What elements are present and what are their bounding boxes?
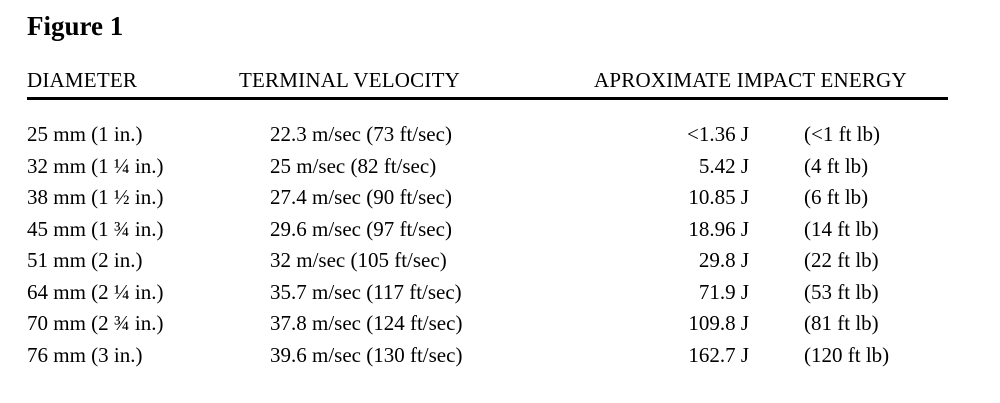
cell-terminal-velocity: 32 m/sec (105 ft/sec) <box>270 248 447 272</box>
header-diameter: DIAMETER <box>27 68 138 92</box>
cell-diameter: 76 mm (3 in.) <box>27 342 143 367</box>
cell-terminal-velocity: 39.6 m/sec (130 ft/sec) <box>270 342 463 367</box>
cell-energy-ftlb: (6 ft lb) <box>804 185 869 209</box>
cell-terminal-velocity: 22.3 m/sec (73 ft/sec) <box>270 122 452 146</box>
table-row: 38 mm (1 ½ in.) 27.4 m/sec (90 ft/sec) 1… <box>0 184 1000 216</box>
table-row: 45 mm (1 ¾ in.) 29.6 m/sec (97 ft/sec) 1… <box>0 216 1000 248</box>
header-terminal-velocity: TERMINAL VELOCITY <box>239 68 460 92</box>
cell-energy-joules: 18.96 J <box>688 216 749 241</box>
cell-diameter: 45 mm (1 ¾ in.) <box>27 216 164 241</box>
cell-terminal-velocity: 29.6 m/sec (97 ft/sec) <box>270 216 452 241</box>
cell-diameter: 32 mm (1 ¼ in.) <box>27 153 164 178</box>
cell-energy-joules: <1.36 J <box>686 122 749 146</box>
header-divider <box>27 97 948 100</box>
cell-energy-ftlb: (81 ft lb) <box>804 311 879 335</box>
cell-energy-joules: 29.8 J <box>698 248 749 272</box>
cell-energy-joules: 109.8 J <box>688 311 749 335</box>
table-body: 25 mm (1 in.) 22.3 m/sec (73 ft/sec) <1.… <box>0 121 1000 373</box>
cell-energy-ftlb: (53 ft lb) <box>804 279 879 304</box>
header-impact-energy: APROXIMATE IMPACT ENERGY <box>594 68 907 92</box>
table-row: 70 mm (2 ¾ in.) 37.8 m/sec (124 ft/sec) … <box>0 310 1000 342</box>
cell-energy-ftlb: (4 ft lb) <box>804 153 869 178</box>
cell-diameter: 38 mm (1 ½ in.) <box>27 185 164 209</box>
cell-diameter: 64 mm (2 ¼ in.) <box>27 279 164 304</box>
figure-title: Figure 1 <box>27 11 124 41</box>
cell-energy-ftlb: (<1 ft lb) <box>804 122 880 146</box>
cell-energy-ftlb: (22 ft lb) <box>804 248 879 272</box>
cell-terminal-velocity: 37.8 m/sec (124 ft/sec) <box>270 311 463 335</box>
table-row: 76 mm (3 in.) 39.6 m/sec (130 ft/sec) 16… <box>0 342 1000 374</box>
table-row: 32 mm (1 ¼ in.) 25 m/sec (82 ft/sec) 5.4… <box>0 153 1000 185</box>
cell-energy-joules: 162.7 J <box>688 342 749 367</box>
cell-terminal-velocity: 27.4 m/sec (90 ft/sec) <box>270 185 452 209</box>
table-row: 25 mm (1 in.) 22.3 m/sec (73 ft/sec) <1.… <box>0 121 1000 153</box>
table-header: DIAMETER TERMINAL VELOCITY APROXIMATE IM… <box>0 66 1000 94</box>
cell-terminal-velocity: 25 m/sec (82 ft/sec) <box>270 153 437 178</box>
cell-diameter: 25 mm (1 in.) <box>27 122 143 146</box>
table-row: 51 mm (2 in.) 32 m/sec (105 ft/sec) 29.8… <box>0 247 1000 279</box>
cell-energy-joules: 5.42 J <box>698 153 749 178</box>
cell-diameter: 51 mm (2 in.) <box>27 248 143 272</box>
table-row: 64 mm (2 ¼ in.) 35.7 m/sec (117 ft/sec) … <box>0 279 1000 311</box>
cell-terminal-velocity: 35.7 m/sec (117 ft/sec) <box>270 279 462 304</box>
cell-diameter: 70 mm (2 ¾ in.) <box>27 311 164 335</box>
cell-energy-joules: 10.85 J <box>688 185 749 209</box>
cell-energy-ftlb: (14 ft lb) <box>804 216 879 241</box>
cell-energy-ftlb: (120 ft lb) <box>804 342 890 367</box>
cell-energy-joules: 71.9 J <box>698 279 749 304</box>
